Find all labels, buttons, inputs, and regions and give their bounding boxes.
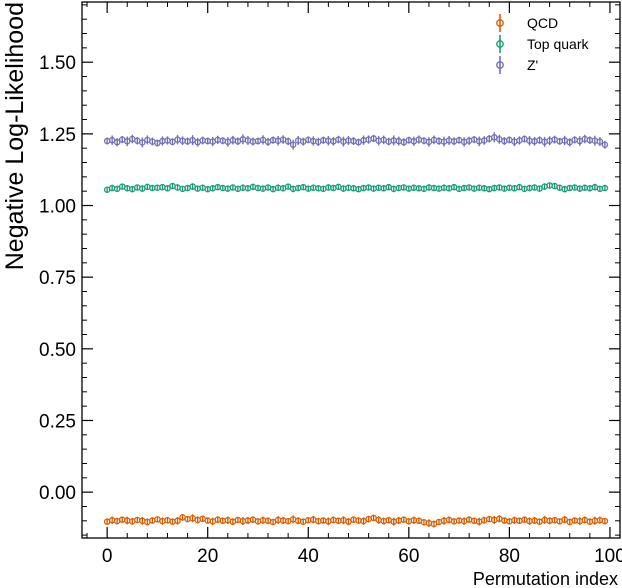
legend-label: QCD	[527, 15, 558, 31]
x-tick-label: 80	[499, 546, 520, 567]
y-tick-label: 0.00	[39, 483, 76, 504]
y-axis-title: Negative Log-Likelihood	[1, 2, 29, 270]
y-tick-label: 0.75	[39, 268, 76, 289]
data-point	[601, 184, 609, 192]
data-point	[596, 138, 604, 145]
legend: QCD Top quark Z'	[496, 14, 589, 74]
data-point	[601, 517, 609, 525]
data-point	[370, 135, 377, 142]
data-point	[139, 139, 146, 146]
legend-marker	[496, 61, 504, 69]
legend-marker	[496, 40, 504, 48]
data-point	[289, 141, 297, 148]
data-point	[601, 141, 609, 148]
data-point	[561, 516, 568, 523]
data-point	[124, 138, 131, 145]
legend-item-top-quark: Top quark	[496, 35, 589, 53]
y-tick-label: 1.25	[39, 125, 76, 146]
axis-ticks	[82, 2, 620, 538]
y-tick-labels: 0.00 0.25 0.50 0.75 1.00 1.25 1.50	[39, 53, 76, 504]
legend-label: Z'	[527, 57, 538, 73]
data-point	[566, 138, 573, 146]
series-z	[103, 132, 609, 150]
y-tick-label: 1.50	[39, 53, 76, 74]
legend-marker	[496, 19, 504, 27]
data-point	[284, 183, 292, 190]
series-top-quark	[103, 182, 609, 193]
x-tick-labels: 0 20 40 60 80 100	[102, 546, 622, 567]
plot-marks	[103, 132, 609, 528]
data-point	[174, 517, 181, 525]
data-point	[284, 138, 292, 145]
series-qcd	[103, 513, 609, 528]
x-tick-label: 0	[102, 546, 113, 567]
data-point	[113, 185, 121, 193]
data-point	[169, 138, 176, 146]
data-point	[164, 185, 171, 192]
y-tick-label: 1.00	[39, 197, 76, 218]
x-tick-label: 40	[298, 546, 319, 567]
data-point	[113, 138, 121, 146]
y-tick-label: 0.50	[39, 340, 76, 361]
x-axis-title: Permutation index	[473, 569, 618, 588]
y-tick-label: 0.25	[39, 411, 76, 432]
x-tick-label: 20	[197, 546, 218, 567]
legend-item-qcd: QCD	[496, 14, 558, 32]
x-tick-label: 100	[594, 546, 622, 567]
plot-frame	[81, 1, 621, 539]
x-tick-label: 60	[398, 546, 419, 567]
legend-item-z: Z'	[496, 56, 538, 74]
legend-label: Top quark	[527, 36, 589, 52]
